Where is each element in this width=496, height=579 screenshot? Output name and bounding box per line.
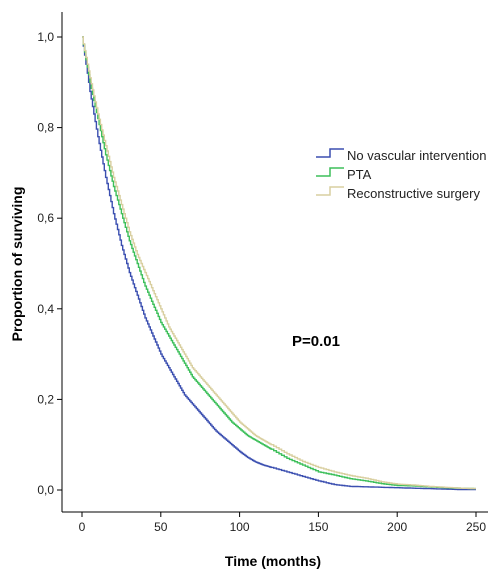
legend: No vascular intervention PTA Reconstructiv… xyxy=(316,148,486,201)
x-tick-label: 50 xyxy=(154,520,168,534)
legend-marker-0 xyxy=(316,148,344,158)
y-tick-label: 0,6 xyxy=(37,211,54,225)
legend-marker-1 xyxy=(316,167,344,177)
legend-label-1: PTA xyxy=(347,167,372,182)
axes: 0,0 0,2 0,4 0,6 0,8 1,0 0 50 100 150 200 250 xyxy=(37,12,488,534)
p-value-annotation: P=0.01 xyxy=(292,333,340,350)
series-line-0 xyxy=(82,36,476,491)
x-tick-label: 0 xyxy=(79,520,86,534)
x-tick-label: 250 xyxy=(466,520,486,534)
y-tick-label: 0,8 xyxy=(37,121,54,135)
legend-label-2: Reconstructive surgery xyxy=(347,186,480,201)
series-line-2 xyxy=(82,36,476,490)
series-lines xyxy=(82,36,476,491)
y-tick-label: 0,2 xyxy=(37,392,54,406)
legend-label-0: No vascular intervention xyxy=(347,148,486,163)
y-axis-title: Proportion of surviving xyxy=(9,187,25,342)
x-axis-title: Time (months) xyxy=(225,553,321,569)
x-tick-label: 200 xyxy=(387,520,407,534)
x-tick-label: 100 xyxy=(230,520,250,534)
legend-marker-2 xyxy=(316,186,344,196)
y-tick-label: 0,0 xyxy=(37,483,54,497)
y-tick-label: 0,4 xyxy=(37,302,54,316)
y-tick-label: 1,0 xyxy=(37,30,54,44)
x-tick-label: 150 xyxy=(308,520,328,534)
series-line-1 xyxy=(82,36,476,490)
